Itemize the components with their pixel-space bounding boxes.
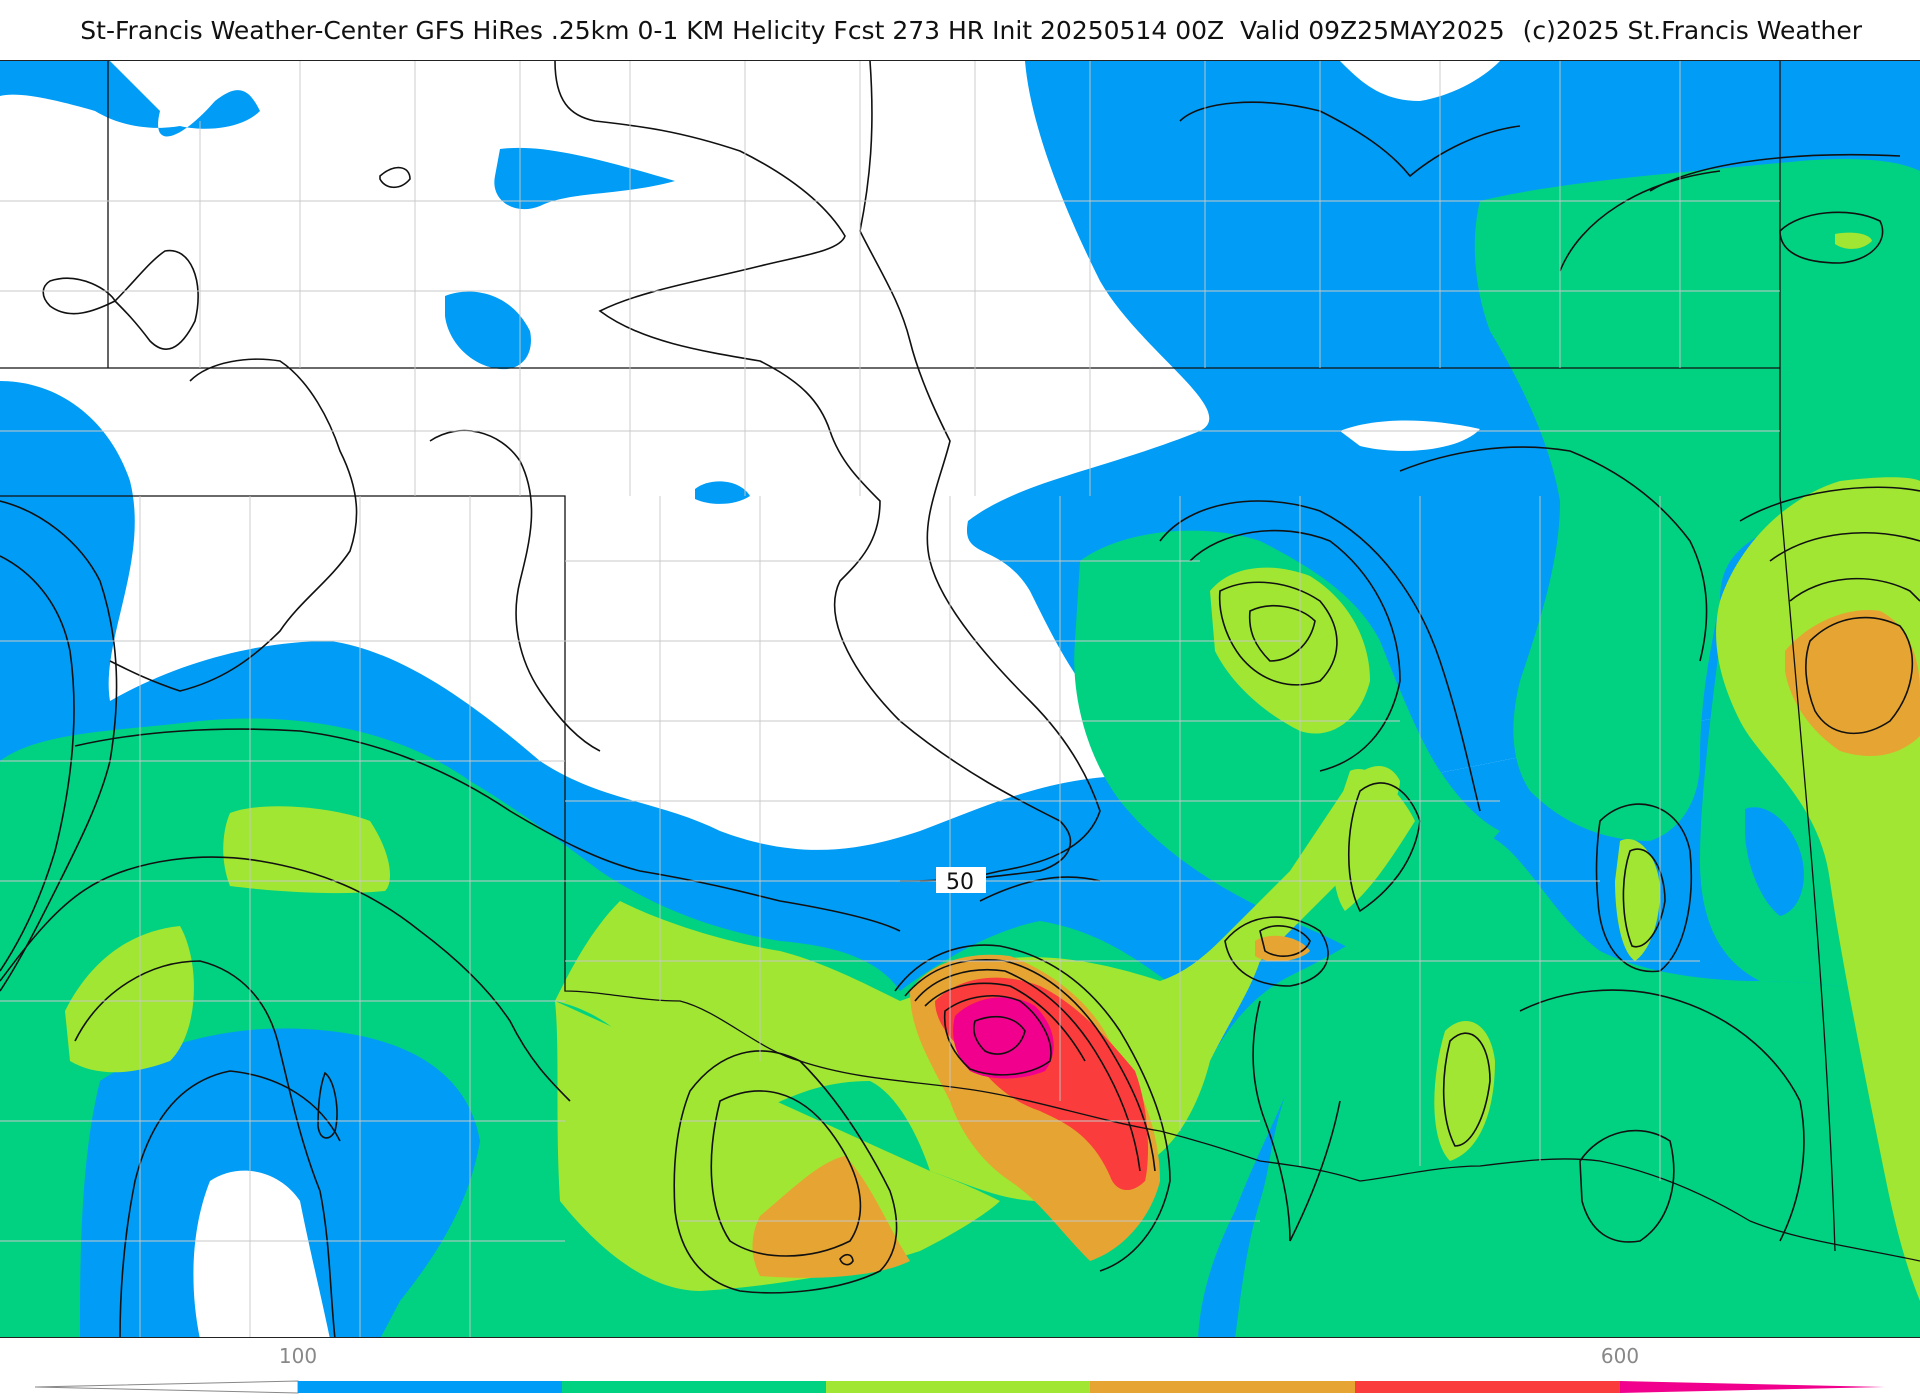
legend-right-triangle: [1620, 1381, 1885, 1393]
map-canvas: 50: [0, 61, 1920, 1337]
band-600-fill: [953, 997, 1054, 1079]
legend-segment-500-600: [1355, 1381, 1620, 1393]
legend-tick-100: 100: [278, 1344, 318, 1368]
contour-label-bg: [936, 867, 986, 893]
legend-bar: [34, 1380, 1885, 1394]
state-boundaries: [0, 61, 1920, 1262]
legend-tick-600: 600: [1600, 1344, 1640, 1368]
map-title: St-Francis Weather-Center GFS HiRes .25k…: [0, 0, 1920, 60]
legend-segment-100-200: [298, 1381, 562, 1393]
contour-label-50: 50: [946, 870, 974, 895]
legend-segment-300-400: [826, 1381, 1090, 1393]
copyright-text: (c)2025 St.Francis Weather: [1522, 15, 1862, 45]
legend-left-triangle: [34, 1380, 299, 1394]
county-lines: [0, 61, 1780, 1337]
legend-segment-400-500: [1090, 1381, 1355, 1393]
helicity-contours: [0, 61, 1920, 1337]
color-legend: 100 600: [0, 1338, 1920, 1400]
title-text: St-Francis Weather-Center GFS HiRes .25k…: [80, 15, 1505, 45]
legend-segment-200-300: [562, 1381, 826, 1393]
helicity-map: 50: [0, 60, 1920, 1338]
